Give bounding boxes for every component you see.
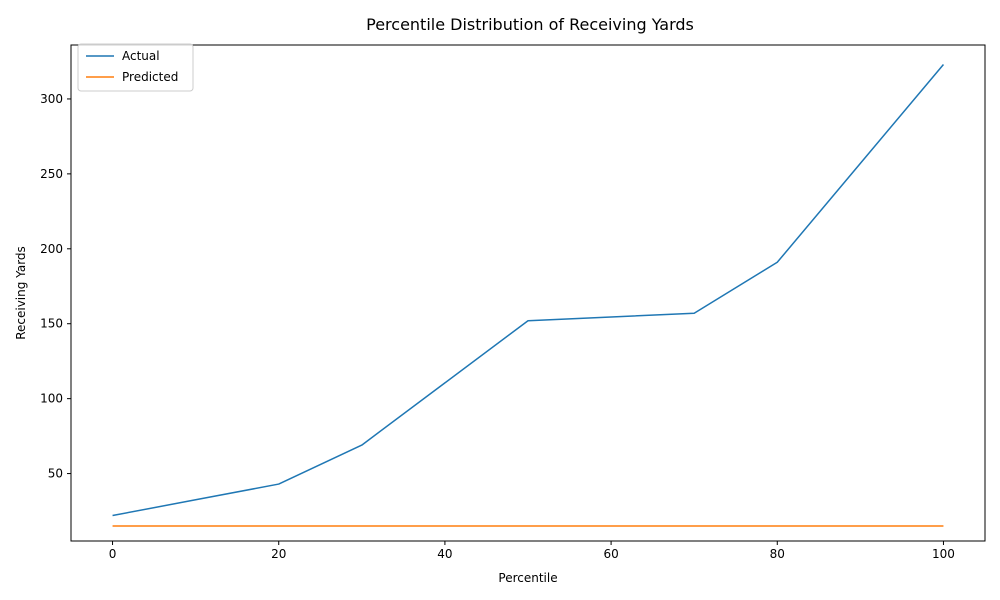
x-tick-label: 40 xyxy=(437,547,452,561)
x-tick-label: 0 xyxy=(109,547,117,561)
axes-frame xyxy=(70,44,986,542)
x-axis-label: Percentile xyxy=(498,571,557,585)
x-axis: 0 20 40 60 80 100 xyxy=(109,541,955,561)
legend: Actual Predicted xyxy=(77,43,194,92)
y-tick-label: 200 xyxy=(40,242,63,256)
legend-label-actual: Actual xyxy=(122,49,160,63)
x-tick-label: 80 xyxy=(770,547,785,561)
y-tick-label: 50 xyxy=(48,467,63,481)
y-tick-label: 100 xyxy=(40,392,63,406)
y-tick-label: 150 xyxy=(40,317,63,331)
y-tick-label: 300 xyxy=(40,92,63,106)
y-axis: 50 100 150 200 250 300 xyxy=(40,92,71,481)
chart-title: Percentile Distribution of Receiving Yar… xyxy=(366,15,694,34)
series-line-actual xyxy=(112,63,945,517)
y-tick-label: 250 xyxy=(40,167,63,181)
plot-area xyxy=(112,63,945,527)
x-tick-label: 20 xyxy=(271,547,286,561)
y-axis-label: Receiving Yards xyxy=(14,246,28,340)
x-tick-label: 60 xyxy=(603,547,618,561)
legend-label-predicted: Predicted xyxy=(122,70,178,84)
x-tick-label: 100 xyxy=(932,547,955,561)
